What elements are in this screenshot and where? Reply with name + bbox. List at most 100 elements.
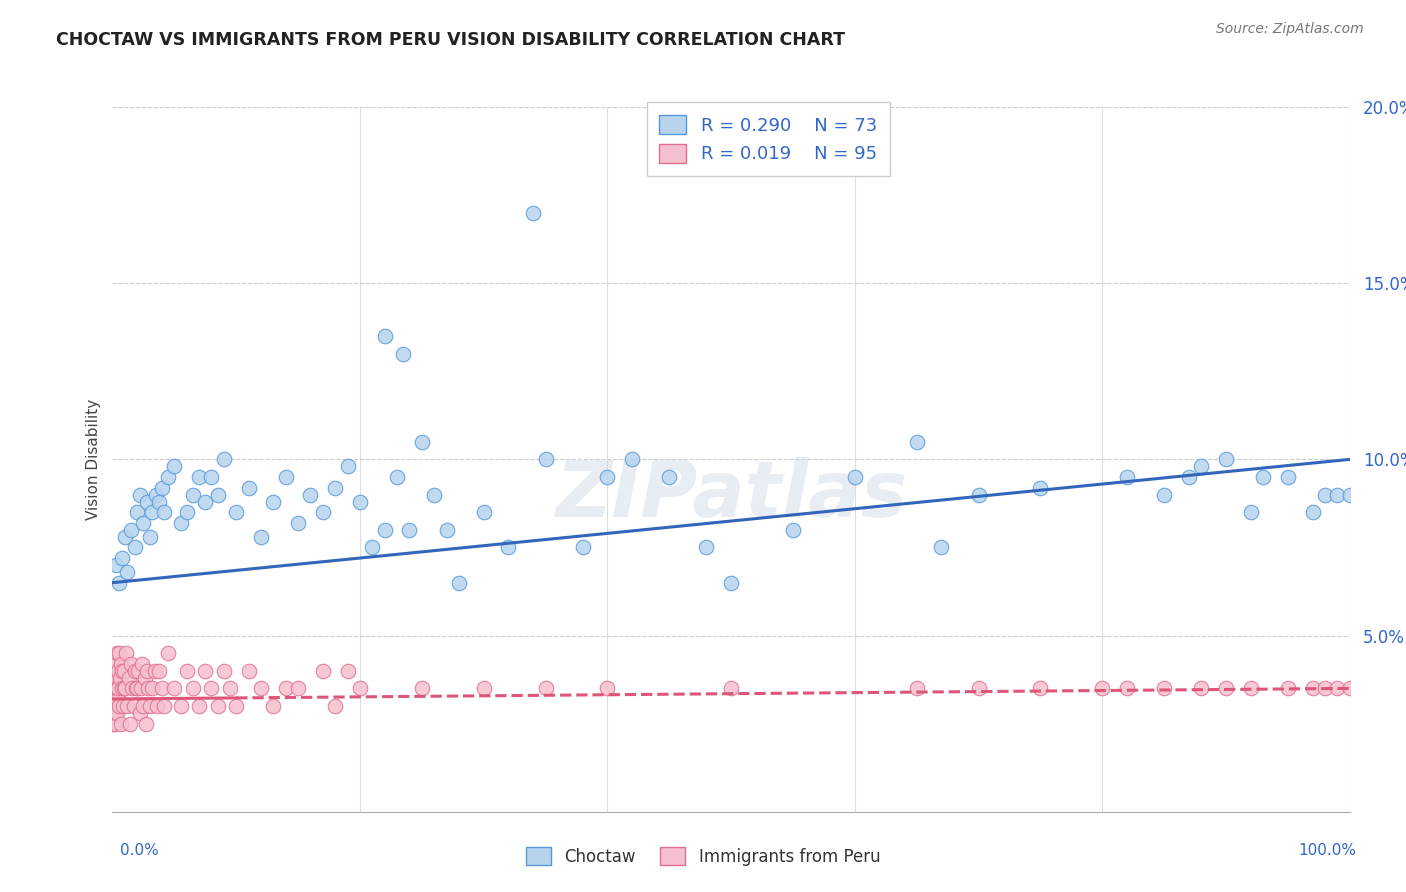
Point: [200, 681, 222, 696]
Point: [105, 646, 128, 660]
Point: [127, 505, 149, 519]
Point: [1326, 681, 1348, 696]
Point: [148, 664, 170, 678]
Point: [107, 692, 129, 706]
Point: [108, 671, 131, 685]
Point: [104, 681, 127, 696]
Point: [194, 664, 217, 678]
Point: [110, 716, 132, 731]
Point: [115, 646, 138, 660]
Point: [423, 487, 446, 501]
Point: [1029, 681, 1052, 696]
Point: [596, 681, 619, 696]
Point: [287, 516, 309, 530]
Point: [1313, 681, 1336, 696]
Point: [176, 664, 198, 678]
Point: [1189, 459, 1212, 474]
Point: [104, 716, 127, 731]
Point: [250, 681, 273, 696]
Point: [1116, 681, 1139, 696]
Point: [107, 664, 129, 678]
Point: [312, 505, 335, 519]
Point: [1240, 681, 1263, 696]
Point: [238, 664, 260, 678]
Point: [905, 681, 928, 696]
Point: [262, 494, 284, 508]
Point: [136, 494, 159, 508]
Point: [188, 470, 211, 484]
Point: [596, 470, 619, 484]
Point: [1215, 681, 1237, 696]
Point: [1153, 487, 1175, 501]
Point: [181, 681, 204, 696]
Point: [118, 716, 141, 731]
Point: [122, 699, 145, 714]
Point: [398, 523, 420, 537]
Point: [336, 664, 359, 678]
Point: [107, 706, 129, 720]
Point: [150, 481, 173, 495]
Point: [176, 505, 198, 519]
Point: [782, 523, 804, 537]
Point: [105, 657, 128, 671]
Point: [1302, 505, 1324, 519]
Text: CHOCTAW VS IMMIGRANTS FROM PERU VISION DISABILITY CORRELATION CHART: CHOCTAW VS IMMIGRANTS FROM PERU VISION D…: [56, 31, 845, 49]
Point: [720, 681, 742, 696]
Point: [720, 575, 742, 590]
Point: [120, 523, 142, 537]
Point: [1240, 505, 1263, 519]
Point: [124, 664, 146, 678]
Point: [1277, 470, 1299, 484]
Point: [522, 205, 544, 219]
Point: [117, 565, 139, 579]
Point: [117, 699, 139, 714]
Point: [124, 541, 146, 555]
Point: [534, 452, 557, 467]
Point: [107, 646, 129, 660]
Point: [105, 699, 128, 714]
Text: 100.0%: 100.0%: [1299, 843, 1357, 858]
Point: [150, 681, 173, 696]
Point: [114, 530, 136, 544]
Point: [103, 681, 125, 696]
Point: [121, 681, 143, 696]
Point: [658, 470, 681, 484]
Point: [472, 505, 495, 519]
Text: 0.0%: 0.0%: [120, 843, 159, 858]
Point: [132, 699, 155, 714]
Point: [212, 452, 235, 467]
Point: [141, 505, 163, 519]
Point: [1326, 487, 1348, 501]
Point: [262, 699, 284, 714]
Point: [1189, 681, 1212, 696]
Point: [111, 551, 134, 566]
Point: [336, 459, 359, 474]
Point: [1339, 487, 1361, 501]
Point: [299, 487, 322, 501]
Point: [131, 657, 153, 671]
Point: [111, 664, 134, 678]
Point: [138, 530, 160, 544]
Point: [219, 681, 242, 696]
Point: [107, 681, 129, 696]
Text: Source: ZipAtlas.com: Source: ZipAtlas.com: [1216, 22, 1364, 37]
Point: [967, 681, 990, 696]
Point: [931, 541, 953, 555]
Point: [411, 681, 433, 696]
Point: [101, 716, 124, 731]
Point: [129, 681, 152, 696]
Point: [411, 434, 433, 449]
Point: [349, 681, 371, 696]
Point: [103, 706, 125, 720]
Point: [274, 681, 297, 696]
Point: [1091, 681, 1114, 696]
Point: [436, 523, 458, 537]
Point: [188, 699, 211, 714]
Point: [1302, 681, 1324, 696]
Point: [621, 452, 644, 467]
Point: [104, 671, 127, 685]
Point: [134, 671, 156, 685]
Point: [1215, 452, 1237, 467]
Point: [181, 487, 204, 501]
Point: [114, 681, 136, 696]
